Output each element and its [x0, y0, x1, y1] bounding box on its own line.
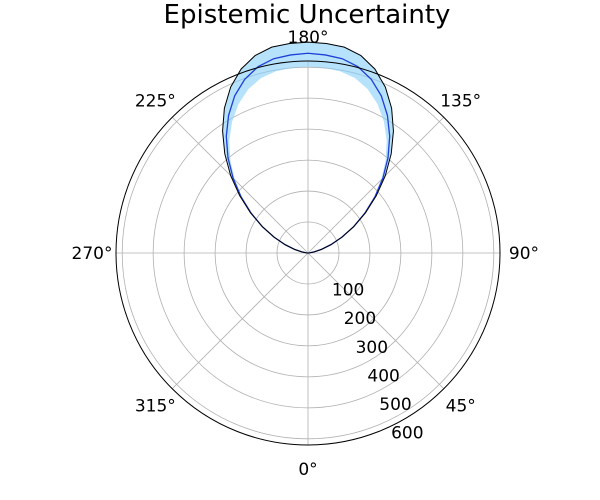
radial-tick-label-500: 500: [379, 395, 411, 415]
angle-tick-label-135: 135°: [440, 91, 481, 111]
chart-title: Epistemic Uncertainty: [164, 0, 451, 30]
radial-tick-label-100: 100: [332, 281, 364, 301]
angular-gridline-225: [171, 116, 309, 254]
polar-frame: [115, 60, 501, 446]
radial-tick-label-200: 200: [344, 309, 376, 329]
angle-tick-label-270: 270°: [72, 244, 113, 264]
angular-gridline-45: [307, 252, 445, 390]
outer-envelope-line: [222, 41, 394, 254]
radial-tick-label-600: 600: [391, 424, 423, 444]
polar-grid: [116, 61, 500, 445]
series-line-layer: [222, 41, 394, 254]
angle-tick-label-45: 45°: [446, 397, 476, 417]
angle-tick-label-225: 225°: [135, 91, 176, 111]
angle-tick-label-0: 0°: [298, 460, 317, 480]
radial-tick-label-300: 300: [356, 338, 388, 358]
angular-gridline-315: [171, 252, 309, 390]
tick-label-layer: 0° 45° 90° 135° 180° 225° 270° 315° 100 200 300 400…: [72, 28, 540, 480]
polar-outer-frame: [115, 60, 501, 446]
angle-tick-label-315: 315°: [135, 397, 176, 417]
angular-gridline-135: [307, 116, 445, 254]
angle-tick-label-90: 90°: [509, 244, 539, 264]
angle-tick-label-180: 180°: [288, 28, 329, 48]
radial-tick-label-400: 400: [367, 366, 399, 386]
